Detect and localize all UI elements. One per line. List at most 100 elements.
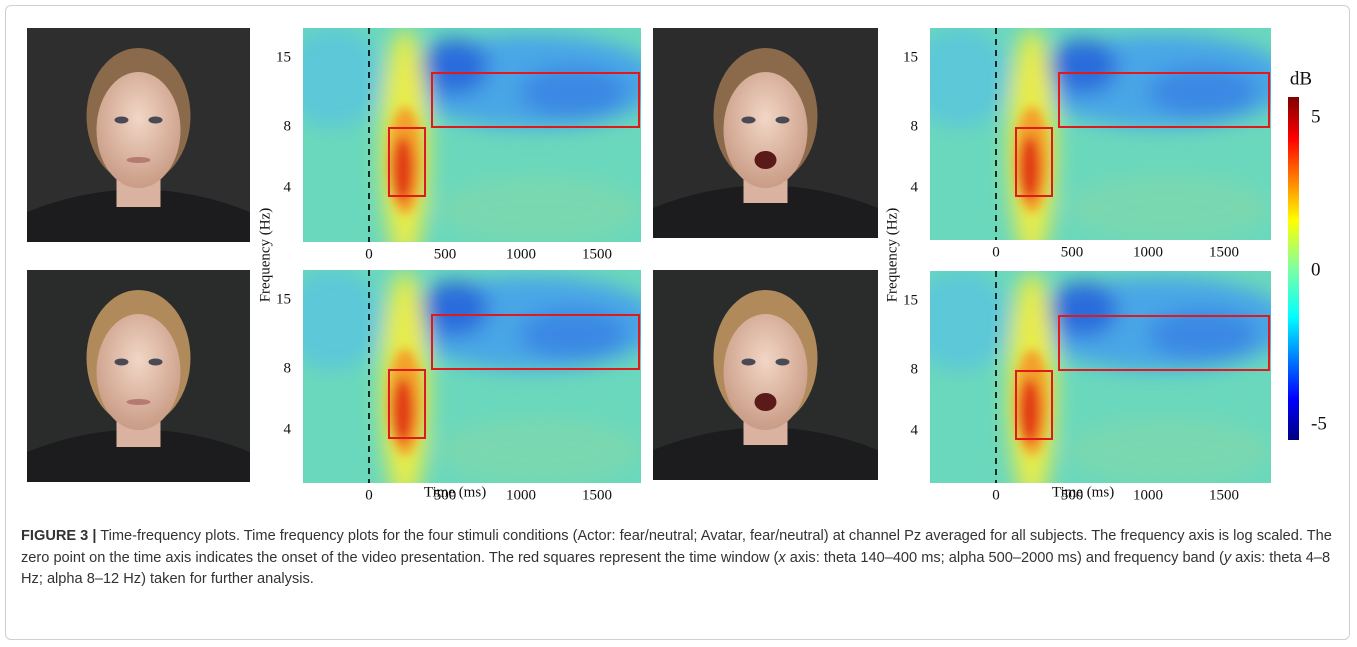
eye bbox=[148, 358, 163, 366]
heatmap bbox=[303, 28, 641, 242]
face bbox=[96, 314, 181, 430]
colorbar-tick-label: -5 bbox=[1311, 413, 1327, 434]
mouth bbox=[754, 393, 777, 411]
x-tick-label: 1500 bbox=[582, 246, 612, 262]
face bbox=[723, 72, 808, 188]
shoulders bbox=[27, 189, 250, 242]
blob bbox=[303, 270, 383, 370]
heatmap bbox=[930, 271, 1271, 483]
x-tick-label: 0 bbox=[365, 246, 373, 262]
x-tick-label: 500 bbox=[1061, 244, 1084, 260]
eye bbox=[741, 116, 756, 124]
face bbox=[723, 314, 808, 430]
x-axis-label: Time (ms) bbox=[1052, 484, 1114, 500]
y-tick-label: 15 bbox=[903, 49, 918, 65]
x-tick-label: 1000 bbox=[1133, 487, 1163, 503]
eye bbox=[114, 116, 129, 124]
colorbar-tick-label: 5 bbox=[1311, 106, 1321, 127]
heatmap-core bbox=[388, 107, 422, 215]
blob bbox=[1066, 419, 1271, 483]
blob bbox=[393, 137, 413, 202]
blob bbox=[303, 28, 383, 128]
blob bbox=[1049, 38, 1118, 94]
colorbar bbox=[1288, 97, 1299, 440]
mouth bbox=[126, 399, 151, 405]
blob bbox=[421, 280, 489, 337]
blob bbox=[1148, 66, 1258, 118]
caption: FIGURE 3 | Time-frequency plots. Time fr… bbox=[21, 526, 1339, 591]
eye bbox=[775, 116, 790, 124]
x-tick-label: 0 bbox=[992, 244, 1000, 260]
y-axis-label: Frequency (Hz) bbox=[884, 208, 900, 303]
alpha-window bbox=[1058, 72, 1270, 128]
blob bbox=[1020, 136, 1040, 200]
x-tick-label: 500 bbox=[434, 487, 457, 503]
blob bbox=[1049, 281, 1118, 337]
y-tick-label: 15 bbox=[276, 291, 291, 307]
blob bbox=[930, 271, 1010, 371]
eye bbox=[775, 358, 790, 366]
heatmap-blobs bbox=[303, 28, 641, 242]
theta-window bbox=[1015, 370, 1053, 440]
face-photo bbox=[27, 270, 250, 482]
x-tick-label: 500 bbox=[434, 246, 457, 262]
theta-window bbox=[388, 369, 426, 439]
y-tick-label: 4 bbox=[911, 179, 919, 195]
eye bbox=[114, 358, 129, 366]
mouth bbox=[126, 157, 151, 163]
y-tick-label: 8 bbox=[911, 361, 919, 377]
caption-text: x bbox=[778, 549, 786, 566]
alpha-window bbox=[431, 72, 640, 128]
y-tick-label: 8 bbox=[911, 118, 919, 134]
time-frequency-plot: 15 8 4 0 500 1000 1500 bbox=[276, 28, 641, 262]
blob bbox=[421, 38, 489, 95]
mouth bbox=[754, 151, 777, 169]
x-tick-label: 1500 bbox=[582, 487, 612, 503]
shoulders bbox=[653, 427, 878, 480]
x-tick-label: 1500 bbox=[1209, 244, 1239, 260]
time-frequency-plot: 15 8 4 0 500 1000 1500 bbox=[903, 28, 1271, 260]
caption-text: Time-frequency plots. Time frequency plo… bbox=[21, 528, 1332, 566]
time-frequency-plot: 15 8 4 0 500 1000 1500 bbox=[903, 271, 1271, 503]
x-axis-label: Time (ms) bbox=[424, 484, 486, 500]
blob bbox=[1020, 379, 1040, 443]
shoulders bbox=[653, 185, 878, 238]
y-tick-label: 4 bbox=[284, 179, 292, 195]
blob bbox=[519, 308, 628, 360]
x-tick-label: 1000 bbox=[506, 246, 536, 262]
face-photo bbox=[653, 270, 878, 480]
x-tick-label: 1000 bbox=[1133, 244, 1163, 260]
y-axis-label: Frequency (Hz) bbox=[257, 208, 273, 303]
caption-text: axis: theta 4–8 Hz; alpha 8–12 Hz) taken… bbox=[21, 549, 1331, 588]
x-tick-label: 0 bbox=[992, 487, 1000, 503]
heatmap-core bbox=[1015, 349, 1049, 456]
blob bbox=[519, 66, 628, 118]
time-frequency-plot: 15 8 4 0 500 1000 1500 bbox=[276, 270, 641, 503]
y-tick-label: 15 bbox=[903, 292, 918, 308]
blob bbox=[438, 177, 641, 242]
x-tick-label: 500 bbox=[1061, 487, 1084, 503]
x-tick-label: 1500 bbox=[1209, 487, 1239, 503]
caption-text: axis: theta 140–400 ms; alpha 500–2000 m… bbox=[785, 549, 1224, 566]
heatmap bbox=[303, 270, 641, 483]
y-tick-label: 4 bbox=[911, 422, 919, 438]
eye bbox=[148, 116, 163, 124]
heatmap-core bbox=[388, 348, 422, 456]
y-tick-label: 8 bbox=[284, 360, 292, 376]
face-photo bbox=[653, 28, 878, 238]
theta-window bbox=[388, 127, 426, 197]
shoulders bbox=[27, 429, 250, 482]
colorbar-tick-label: 0 bbox=[1311, 259, 1321, 280]
blob bbox=[393, 378, 413, 443]
blob bbox=[1066, 176, 1271, 240]
figure: 15 8 4 0 500 1000 1500 15 8 4 0 500 1000 1500 15 8 4 0 500… bbox=[27, 28, 1327, 503]
alpha-window bbox=[1058, 315, 1270, 371]
colorbar-title: dB bbox=[1290, 68, 1312, 89]
theta-window bbox=[1015, 127, 1053, 197]
caption-label: FIGURE 3 | bbox=[21, 528, 97, 544]
blob bbox=[438, 419, 641, 483]
face bbox=[96, 72, 181, 188]
x-tick-label: 1000 bbox=[506, 487, 536, 503]
y-tick-label: 8 bbox=[284, 118, 292, 134]
y-tick-label: 15 bbox=[276, 49, 291, 65]
